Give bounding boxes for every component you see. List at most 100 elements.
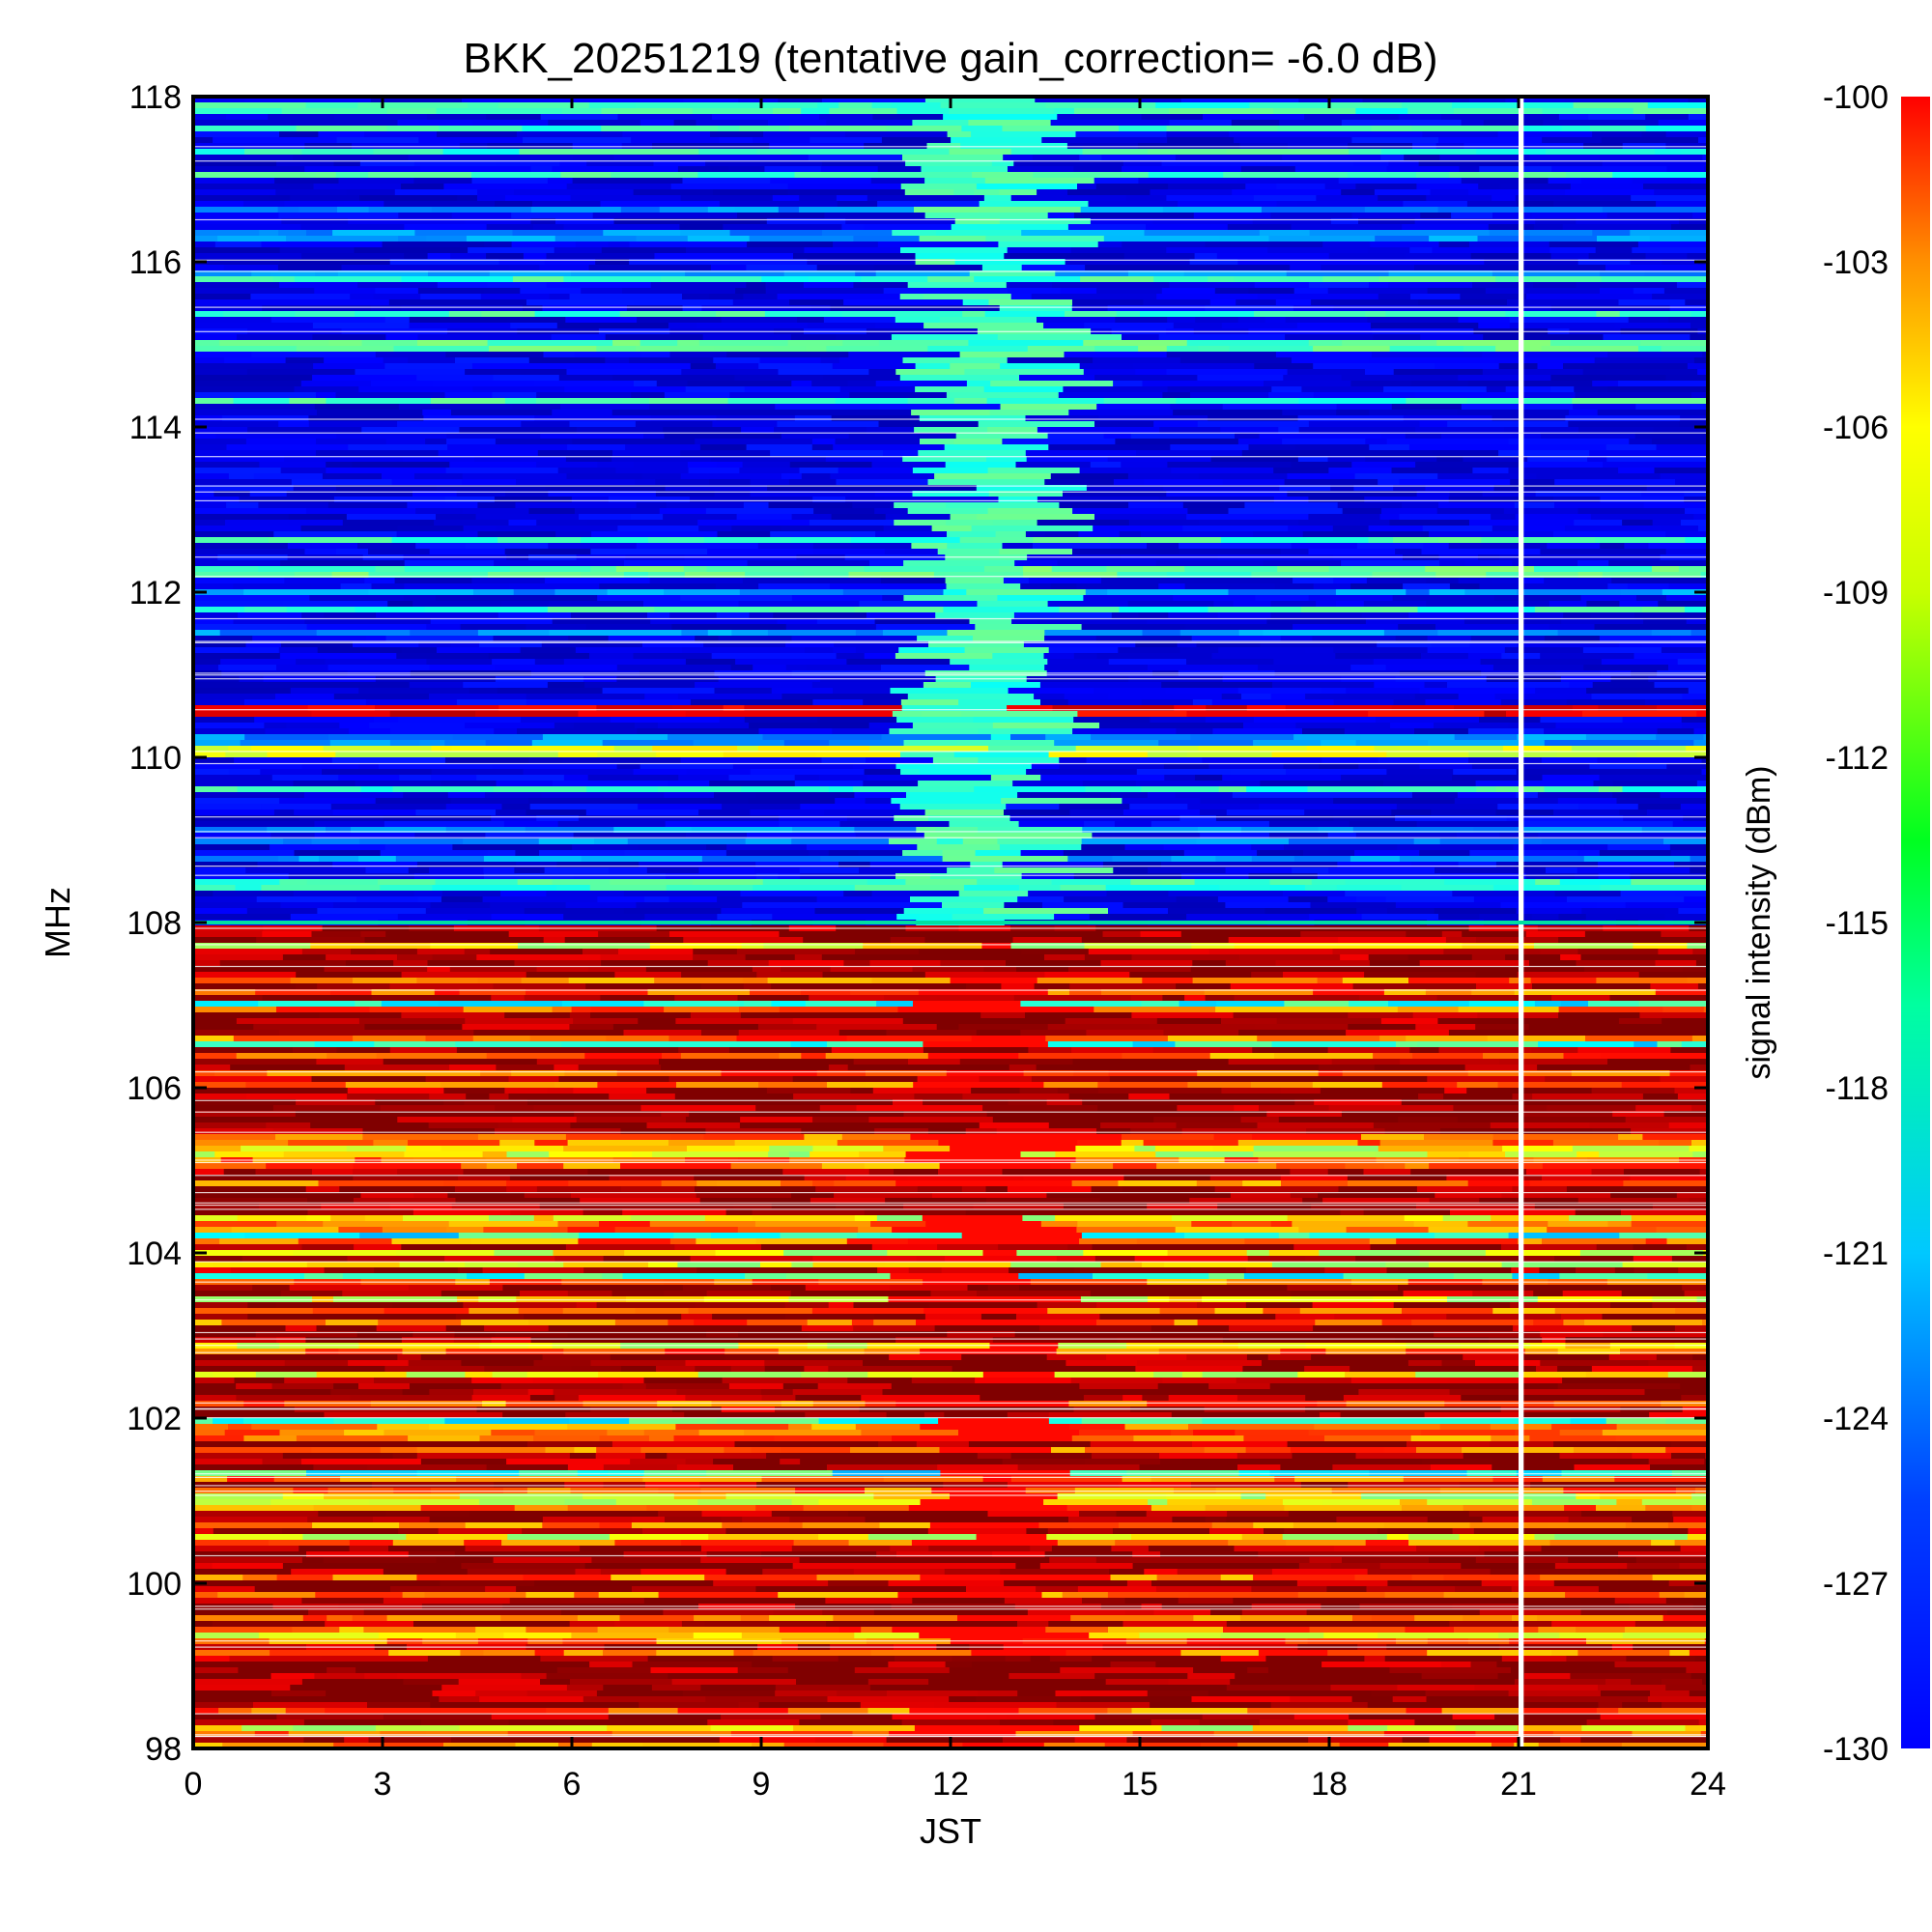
heatmap-cell — [1691, 1105, 1708, 1111]
heatmap-cell — [1516, 410, 1570, 415]
heatmap-cell — [904, 189, 954, 195]
heatmap-cell — [696, 1267, 781, 1273]
heatmap-cell — [871, 1244, 938, 1250]
heatmap-cell — [1136, 769, 1231, 775]
heatmap-cell — [1308, 497, 1365, 502]
heatmap-cell — [1309, 1233, 1435, 1238]
heatmap-cell — [1578, 1302, 1611, 1308]
heatmap-cell — [1354, 850, 1420, 856]
heatmap-cell — [829, 740, 905, 746]
heatmap-cell — [1246, 1354, 1269, 1360]
heatmap-cell — [1184, 995, 1207, 1001]
heatmap-cell — [432, 885, 557, 891]
heatmap-cell — [1508, 439, 1630, 444]
heatmap-cell — [482, 896, 598, 902]
heatmap-cell — [1691, 1036, 1708, 1041]
heatmap-cell — [1044, 954, 1086, 960]
heatmap-cell — [721, 908, 816, 914]
heatmap-cell — [1463, 618, 1562, 624]
heatmap-cell — [1037, 978, 1143, 983]
heatmap-cell — [946, 392, 1060, 398]
heatmap-cell — [310, 943, 431, 949]
heatmap-cell — [620, 1366, 657, 1372]
heatmap-cell — [446, 1412, 503, 1418]
heatmap-cell — [1318, 1192, 1382, 1198]
heatmap-cell — [1365, 456, 1437, 462]
heatmap-cell — [223, 1169, 257, 1175]
heatmap-cell — [1483, 334, 1605, 340]
heatmap-cell — [1430, 746, 1504, 752]
heatmap-cell — [1492, 665, 1584, 670]
heatmap-cell — [360, 931, 386, 937]
heatmap-cell — [1658, 601, 1708, 607]
heatmap-cell — [193, 1430, 226, 1435]
heatmap-cell — [1585, 1372, 1669, 1378]
heatmap-cell — [816, 618, 876, 624]
heatmap-cell — [1103, 433, 1132, 439]
heatmap-cell — [1370, 242, 1440, 247]
heatmap-cell — [1134, 1146, 1156, 1151]
heatmap-cell — [1154, 1146, 1213, 1151]
heatmap-cell — [517, 879, 554, 885]
heatmap-cell — [1540, 949, 1578, 954]
heatmap-cell — [1252, 1076, 1358, 1082]
heatmap-cell — [1077, 711, 1187, 717]
heatmap-cell — [1373, 334, 1421, 340]
heatmap-cell — [610, 717, 721, 723]
heatmap-cell — [193, 752, 226, 757]
heatmap-cell — [344, 1065, 450, 1070]
heatmap-cell — [193, 195, 270, 201]
heatmap-cell — [1167, 137, 1235, 143]
heatmap-cell — [1668, 665, 1708, 670]
heatmap-cell — [314, 404, 400, 410]
heatmap-cell — [1508, 723, 1557, 728]
heatmap-cell — [724, 1349, 780, 1354]
heatmap-cell — [1397, 844, 1515, 850]
heatmap-cell — [1132, 1041, 1176, 1047]
heatmap-cell — [567, 444, 626, 450]
heatmap-cell — [1690, 311, 1708, 317]
heatmap-cell — [762, 734, 883, 740]
heatmap-cell — [1618, 1018, 1662, 1024]
heatmap-cell — [820, 856, 944, 862]
heatmap-cell — [1020, 1030, 1087, 1036]
heatmap-cell — [1601, 659, 1679, 665]
heatmap-cell — [1437, 630, 1559, 636]
heatmap-cell — [889, 728, 980, 734]
heatmap-cell — [1004, 253, 1125, 259]
heatmap-cell — [668, 1140, 736, 1146]
heatmap-cell — [193, 723, 265, 728]
heatmap-cell — [1162, 207, 1263, 213]
heatmap-cell — [988, 491, 1064, 497]
heatmap-cell — [1407, 1360, 1443, 1366]
heatmap-cell — [1646, 485, 1708, 491]
heatmap-cell — [324, 1267, 375, 1273]
heatmap-cell — [787, 340, 843, 346]
heatmap-cell — [1598, 873, 1631, 879]
heatmap-cell — [193, 1395, 213, 1401]
heatmap-cell — [1640, 1378, 1708, 1383]
heatmap-cell — [1685, 299, 1708, 305]
heatmap-cell — [385, 636, 494, 641]
heatmap-cell — [1055, 1215, 1100, 1221]
heatmap-cell — [555, 531, 592, 537]
heatmap-cell — [460, 624, 526, 630]
heatmap-cell — [1601, 1053, 1708, 1059]
heatmap-cell — [845, 218, 956, 224]
heatmap-cell — [731, 526, 782, 531]
heatmap-cell — [534, 415, 652, 421]
heatmap-cell — [1083, 340, 1188, 346]
heatmap-cell — [1420, 334, 1484, 340]
heatmap-cell — [982, 1105, 1098, 1111]
heatmap-cell — [1519, 392, 1577, 398]
heatmap-cell — [891, 102, 942, 108]
heatmap-cell — [1295, 723, 1391, 728]
heatmap-cell — [1135, 781, 1261, 786]
heatmap-cell — [491, 914, 564, 920]
heatmap-cell — [1092, 833, 1201, 838]
heatmap-cell — [1312, 1302, 1395, 1308]
heatmap-cell — [1186, 1354, 1248, 1360]
heatmap-cell — [690, 1256, 813, 1262]
heatmap-cell — [865, 1070, 948, 1076]
heatmap-cell — [443, 1099, 466, 1105]
